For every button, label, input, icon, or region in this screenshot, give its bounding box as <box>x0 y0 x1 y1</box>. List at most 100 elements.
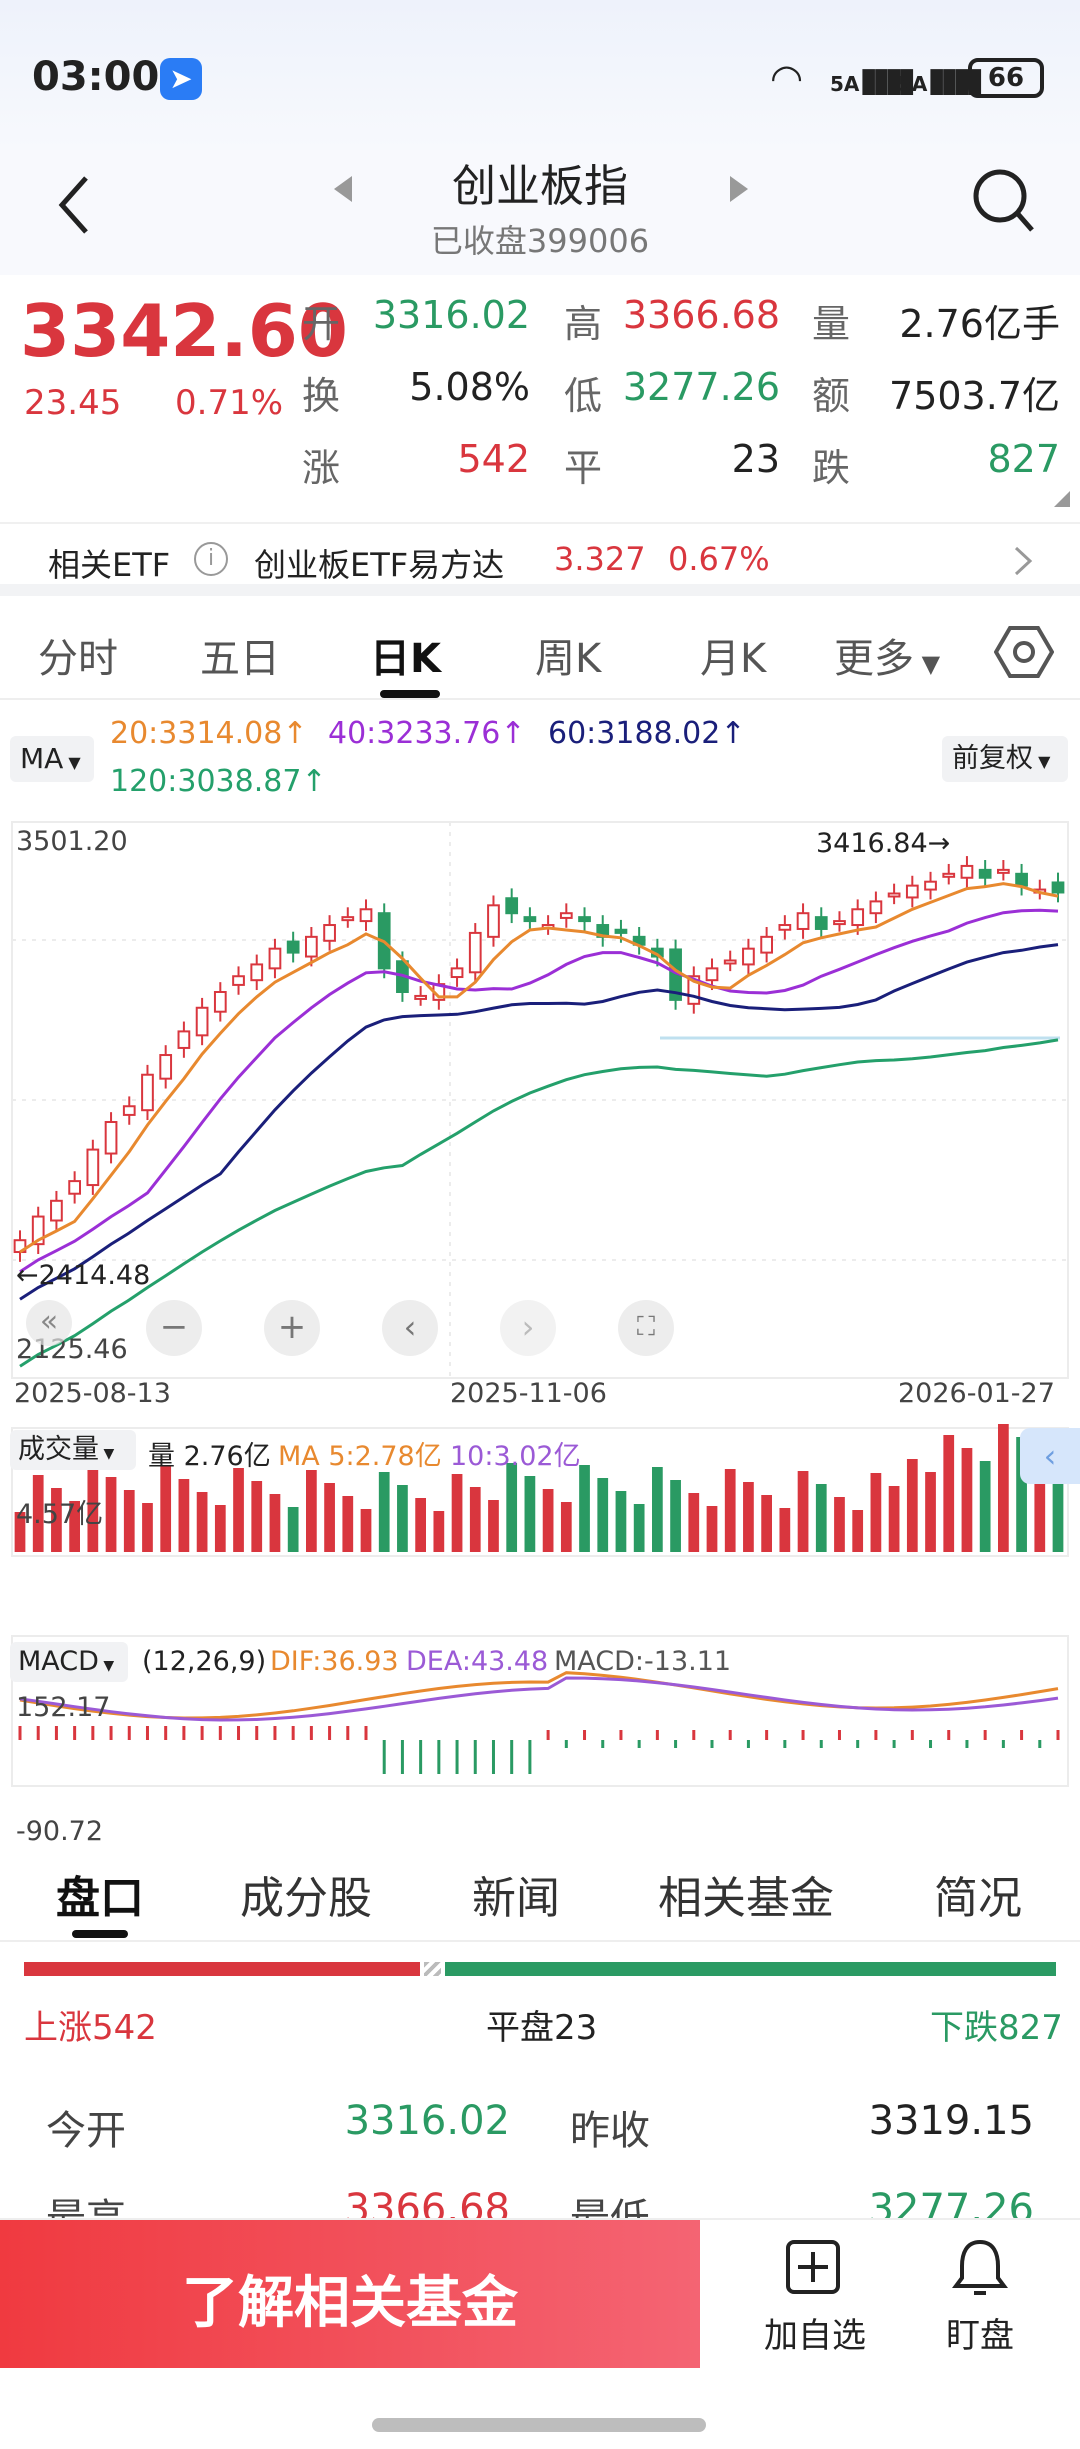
candle <box>814 916 828 930</box>
volume-bar <box>579 1465 590 1552</box>
kline-svg[interactable] <box>0 700 1080 1850</box>
tab-news[interactable]: 新闻 <box>472 1873 560 1924</box>
add-square-icon <box>786 2240 840 2294</box>
macd-bar <box>237 1726 241 1740</box>
volume-bar <box>1034 1450 1046 1552</box>
signal1-icon: 5A▮▮▮▮ <box>830 60 916 100</box>
candle <box>778 924 792 931</box>
decliners-value: 827 <box>987 437 1060 481</box>
tab-daily-k[interactable]: 日K <box>370 636 441 682</box>
volume-bar <box>378 1472 390 1552</box>
volume-selector[interactable]: 成交量 ▼ <box>10 1430 136 1470</box>
macd-bar <box>255 1726 259 1740</box>
macd-bar <box>655 1730 659 1740</box>
tab-constituents[interactable]: 成分股 <box>240 1873 372 1924</box>
tab-more[interactable]: 更多 ▼ <box>834 636 941 682</box>
collapse-panel-icon[interactable]: ‹ <box>1020 1428 1080 1484</box>
candle <box>195 1006 209 1037</box>
candle <box>559 912 573 919</box>
candle <box>523 916 537 923</box>
volume-bar <box>943 1435 955 1552</box>
volume-bar <box>834 1497 845 1552</box>
breadth-up-label: 上涨542 <box>24 2008 157 2048</box>
decliners-label: 跌 <box>812 446 851 490</box>
volume-bar <box>670 1480 681 1552</box>
min-price-marker: ←2414.48 <box>16 1260 151 1291</box>
macd-min-label: -90.72 <box>16 1816 104 1847</box>
volume-value: 2.76亿手 <box>899 302 1060 346</box>
volume-bar <box>524 1476 536 1552</box>
macd-bar <box>54 1726 58 1740</box>
settings-hexagon-icon[interactable] <box>994 622 1054 682</box>
volume-bar <box>160 1466 172 1552</box>
candle <box>341 916 355 922</box>
volume-bar <box>979 1461 991 1552</box>
tab-order-book[interactable]: 盘口 <box>56 1873 144 1924</box>
volume-bar <box>196 1492 208 1552</box>
watch-button[interactable]: 盯盘 <box>900 2228 1060 2368</box>
add-watchlist-button[interactable]: 加自选 <box>740 2228 890 2368</box>
related-etf-bar[interactable]: 相关ETF i 创业板ETF易方达 3.327 0.67% <box>0 522 1080 596</box>
zoom-out-icon[interactable]: − <box>146 1300 202 1356</box>
breadth-down-segment <box>445 1962 1056 1976</box>
amount-label: 额 <box>812 374 851 418</box>
volume-bar <box>560 1502 572 1552</box>
candle <box>86 1148 100 1187</box>
tab-related-funds[interactable]: 相关基金 <box>658 1873 834 1924</box>
macd-bar <box>728 1730 732 1740</box>
candle <box>760 935 774 954</box>
volume-label: 量 <box>812 302 851 346</box>
fullscreen-icon[interactable]: ⛶ <box>618 1300 674 1356</box>
expand-corner-icon[interactable] <box>1052 489 1072 509</box>
watch-label: 盯盘 <box>946 2316 1014 2356</box>
info-icon[interactable]: i <box>194 542 228 576</box>
tab-monthly-k[interactable]: 月K <box>700 636 767 682</box>
etf-label: 相关ETF <box>48 546 171 584</box>
ma40-value: 40:3233.76↑ <box>328 716 526 751</box>
tab-weekly-k[interactable]: 周K <box>535 636 602 682</box>
ma120-value: 120:3038.87↑ <box>110 764 327 799</box>
volume-bar <box>779 1508 791 1552</box>
ma-selector[interactable]: MA ▼ <box>10 736 94 782</box>
candle <box>887 892 901 898</box>
price-change: 23.45 <box>24 383 122 423</box>
volume-bar <box>651 1467 663 1552</box>
volume-bar <box>142 1503 153 1552</box>
low-value: 3277.26 <box>622 365 780 409</box>
macd-bar <box>546 1730 550 1740</box>
candle <box>833 920 846 926</box>
volume-bar <box>14 1512 26 1552</box>
volume-bar <box>815 1484 827 1552</box>
macd-selector[interactable]: MACD ▼ <box>10 1642 128 1682</box>
volume-bar <box>69 1501 81 1552</box>
learn-funds-button[interactable]: 了解相关基金 <box>0 2220 700 2368</box>
scroll-left-icon[interactable]: ‹ <box>382 1300 438 1356</box>
next-index-icon[interactable] <box>726 174 750 204</box>
macd-bar <box>346 1726 350 1740</box>
macd-bar <box>746 1740 750 1748</box>
scroll-left-fast-icon[interactable]: « <box>26 1300 72 1346</box>
today-open-value: 3316.02 <box>344 2098 510 2144</box>
scroll-right-icon[interactable]: › <box>500 1300 556 1356</box>
macd-bar <box>765 1730 769 1740</box>
volume-bar <box>724 1469 736 1552</box>
macd-bar <box>273 1726 277 1740</box>
tab-intraday[interactable]: 分时 <box>38 636 118 682</box>
candle <box>905 884 919 899</box>
candle <box>122 1105 136 1116</box>
ma120-line <box>19 1038 1059 1368</box>
macd-bar <box>929 1740 933 1748</box>
prev-index-icon[interactable] <box>332 174 356 204</box>
adjust-selector[interactable]: 前复权 ▼ <box>942 736 1068 782</box>
volume-bar <box>615 1491 627 1552</box>
zoom-in-icon[interactable]: + <box>264 1300 320 1356</box>
tab-profile[interactable]: 简况 <box>934 1873 1022 1924</box>
volume-bar <box>633 1504 645 1552</box>
search-icon[interactable] <box>968 162 1038 238</box>
signal2-icon: 5A▮▮▮▮ <box>898 60 984 100</box>
macd-bar <box>73 1726 77 1740</box>
period-tabs: 分时 五日 日K 周K 月K 更多 ▼ <box>0 608 1080 700</box>
back-icon[interactable] <box>54 170 94 240</box>
tab-five-day[interactable]: 五日 <box>200 636 280 682</box>
wifi-icon: ◠ <box>770 56 804 100</box>
